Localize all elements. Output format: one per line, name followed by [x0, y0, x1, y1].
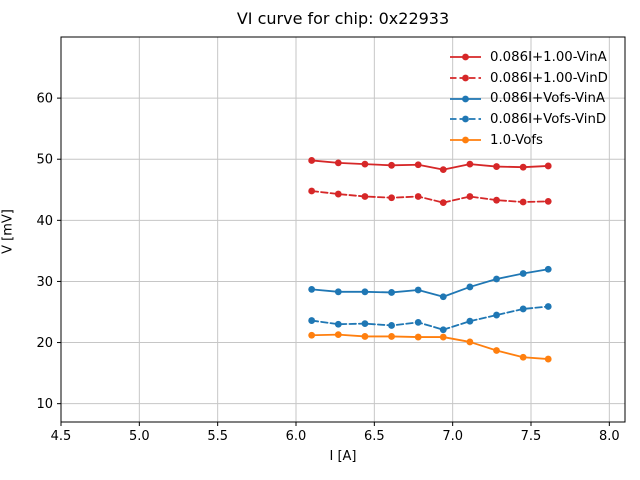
data-point	[334, 320, 342, 328]
data-point	[466, 160, 474, 168]
series-line	[310, 190, 550, 204]
data-point	[544, 265, 552, 273]
legend-item: 0.086I+1.00-VinA	[449, 47, 608, 68]
legend-sample-line	[450, 74, 481, 82]
data-point	[493, 163, 500, 170]
legend-sample-line	[450, 95, 481, 103]
y-tick-label: 50	[36, 153, 53, 168]
data-point	[439, 293, 447, 301]
data-point	[414, 286, 422, 294]
x-tick-label: 7.0	[442, 429, 463, 444]
data-point	[361, 288, 369, 296]
data-point	[544, 355, 552, 363]
data-point	[493, 347, 500, 354]
data-point	[519, 163, 527, 171]
data-point	[388, 289, 395, 296]
legend-label: 0.086I+1.00-VinD	[490, 70, 608, 86]
data-point	[334, 159, 342, 167]
data-point	[388, 194, 395, 202]
legend-label: 0.086I+1.00-VinA	[490, 49, 607, 65]
y-tick-label: 20	[36, 336, 53, 351]
legend-label: 0.086I+Vofs-VinD	[490, 111, 607, 127]
x-tick-label: 6.0	[286, 429, 307, 444]
data-point	[308, 331, 316, 339]
x-tick-label: 4.5	[51, 429, 72, 444]
data-point	[308, 157, 316, 164]
data-point	[361, 320, 369, 328]
x-axis-label: I [A]	[329, 449, 357, 464]
x-tick-label: 6.5	[364, 429, 385, 444]
legend-sample-line	[450, 53, 481, 61]
data-point	[308, 187, 316, 195]
data-point	[334, 190, 342, 198]
y-tick-label: 10	[36, 397, 53, 412]
data-point	[361, 333, 369, 340]
data-point	[334, 288, 342, 296]
data-point	[308, 285, 316, 293]
data-point	[519, 353, 527, 361]
data-point	[388, 322, 395, 329]
data-point	[544, 162, 552, 170]
series-line	[310, 333, 550, 360]
legend-label: 0.086I+Vofs-VinA	[490, 91, 605, 107]
data-point	[439, 199, 447, 207]
data-point	[439, 166, 447, 174]
data-point	[414, 318, 422, 326]
data-point	[361, 160, 369, 168]
x-tick-label: 8.0	[599, 429, 620, 444]
data-point	[493, 275, 500, 283]
axes-spines	[60, 36, 626, 423]
chart-title: VI curve for chip: 0x22933	[236, 9, 450, 28]
data-point	[519, 305, 527, 313]
y-axis-label: V [mV]	[0, 209, 16, 254]
data-point	[308, 317, 316, 324]
y-tick-label: 30	[36, 275, 53, 290]
legend-label: 1.0-Vofs	[490, 132, 543, 148]
data-point	[466, 283, 474, 291]
series-line	[310, 305, 550, 331]
x-tick-label: 7.5	[521, 429, 542, 444]
legend: 0.086I+1.00-VinA 0.086I+1.00-VinD 0.086I+V…	[449, 47, 608, 150]
data-point	[414, 193, 422, 200]
data-point	[334, 331, 342, 339]
data-point	[519, 198, 527, 206]
data-point	[544, 303, 552, 310]
y-tick-label: 60	[36, 92, 53, 107]
y-tick-label: 40	[36, 214, 53, 229]
x-tick-label: 5.5	[207, 429, 228, 444]
legend-sample-line	[450, 116, 481, 123]
data-point	[439, 326, 447, 334]
data-point	[388, 161, 395, 169]
data-point	[519, 270, 527, 277]
legend-item: 0.086I+Vofs-VinA	[449, 88, 608, 109]
legend-sample-line	[450, 136, 481, 144]
data-point	[544, 197, 552, 205]
data-point	[493, 196, 500, 204]
data-point	[414, 333, 422, 341]
data-point	[388, 333, 395, 340]
legend-item: 0.086I+Vofs-VinD	[449, 109, 608, 130]
legend-item: 1.0-Vofs	[449, 130, 608, 151]
data-point	[466, 338, 474, 346]
data-point	[414, 161, 422, 169]
data-point	[493, 311, 500, 319]
x-tick-label: 5.0	[129, 429, 150, 444]
series-line	[310, 159, 550, 171]
data-point	[439, 333, 447, 341]
series-line	[310, 268, 550, 298]
data-point	[466, 317, 474, 325]
data-point	[466, 193, 474, 200]
data-point	[361, 193, 369, 200]
legend-item: 0.086I+1.00-VinD	[449, 68, 608, 89]
